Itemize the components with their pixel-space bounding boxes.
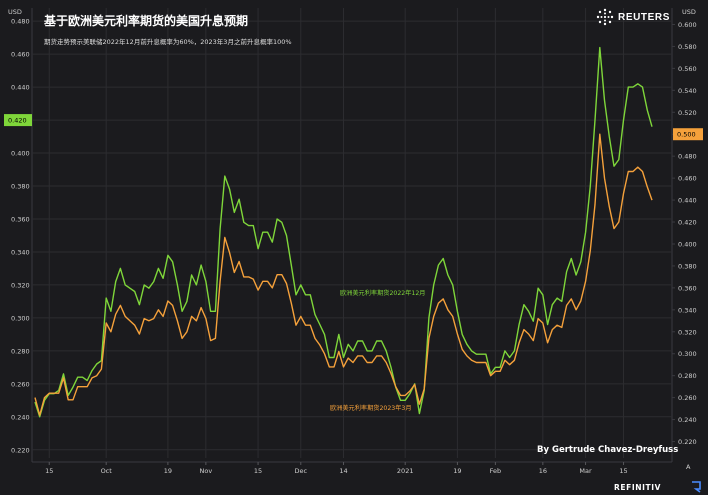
left-tick-label: 0.280 [11,347,30,355]
left-tick-label: 0.380 [11,183,30,191]
left-tick-label: 0.260 [11,380,30,388]
right-axis-unit: USD [682,8,696,16]
x-tick-label: Mar [579,467,592,475]
x-tick-label: Dec [294,467,307,475]
x-tick-label: Oct [101,467,113,475]
x-tick-label: Nov [200,467,213,475]
right-tick-label: 0.520 [678,109,697,117]
right-tick-label: 0.580 [678,43,697,51]
x-tick-label: 19 [453,467,461,475]
right-tick-label: 0.360 [678,284,697,292]
refinitiv-mark-icon [692,481,701,493]
footer-brand: REFINITIV [614,483,661,492]
right-tick-label: 0.300 [678,350,697,358]
right-tick-label: 0.220 [678,438,697,446]
x-tick-label: 16 [539,467,547,475]
right-tick-label: 0.240 [678,416,697,424]
left-tick-label: 0.360 [11,215,30,223]
x-tick-label: 19 [164,467,172,475]
right-tick-label: 0.340 [678,306,697,314]
right-tick-label: 0.380 [678,262,697,270]
right-last-value-label: 0.500 [677,131,696,139]
right-tick-label: 0.440 [678,197,697,205]
left-tick-label: 0.340 [11,248,30,256]
left-tick-label: 0.400 [11,150,30,158]
left-axis: 0.480 0.460 0.440 0.420 0.400 0.380 0.360 0.340… [4,18,32,454]
right-last-value-badge [673,128,703,141]
series-label-orange: 欧洲美元利率期货2023年3月 [330,404,412,412]
left-tick-label: 0.300 [11,314,30,322]
reuters-logo: REUTERS [596,8,670,26]
left-tick-label: 0.320 [11,281,30,289]
right-axis-bottom-label: A [686,463,691,471]
left-last-value-badge [4,114,32,127]
author-credit: By Gertrude Chavez-Dreyfuss [537,445,679,455]
series-lines [34,46,653,418]
series-label-green: 欧洲美元利率期货2022年12月 [340,289,426,297]
left-axis-unit: USD [8,8,22,16]
x-tick-label: 15 [45,467,53,475]
left-tick-label: 0.440 [11,84,30,92]
left-last-value-label: 0.420 [8,117,27,125]
right-tick-label: 0.540 [678,87,697,95]
reuters-dots-icon [596,8,614,26]
chart-subtitle: 期货走势预示美联储2022年12月前升息概率为60%，2023年3月之前升息概率… [44,38,292,46]
left-tick-label: 0.240 [11,413,30,421]
right-axis: 0.600 0.580 0.560 0.540 0.520 0.500 0.480 0.460… [672,21,703,471]
right-tick-label: 0.600 [678,21,697,29]
right-tick-label: 0.480 [678,153,697,161]
right-tick-label: 0.280 [678,372,697,380]
right-tick-label: 0.260 [678,394,697,402]
x-tick-label: 14 [339,467,347,475]
x-axis: 15 Oct 19 Nov 15 Dec 14 2021 19 Feb 16 Mar 15 [45,462,628,475]
x-tick-label: 2021 [397,467,414,475]
left-tick-label: 0.480 [11,18,30,26]
x-tick-label: 15 [254,467,262,475]
right-tick-label: 0.460 [678,175,697,183]
left-tick-label: 0.220 [11,446,30,454]
right-tick-label: 0.560 [678,65,697,73]
x-tick-label: Feb [490,467,502,475]
series-line [34,46,653,418]
series-line [34,133,653,416]
brand-name: REUTERS [618,11,670,23]
chart-title: 基于欧洲美元利率期货的美国升息预期 [44,14,249,28]
x-tick-label: 15 [619,467,627,475]
left-tick-label: 0.460 [11,51,30,59]
right-tick-label: 0.420 [678,219,697,227]
right-tick-label: 0.320 [678,328,697,336]
grid-lines [31,8,673,463]
right-tick-label: 0.400 [678,240,697,248]
